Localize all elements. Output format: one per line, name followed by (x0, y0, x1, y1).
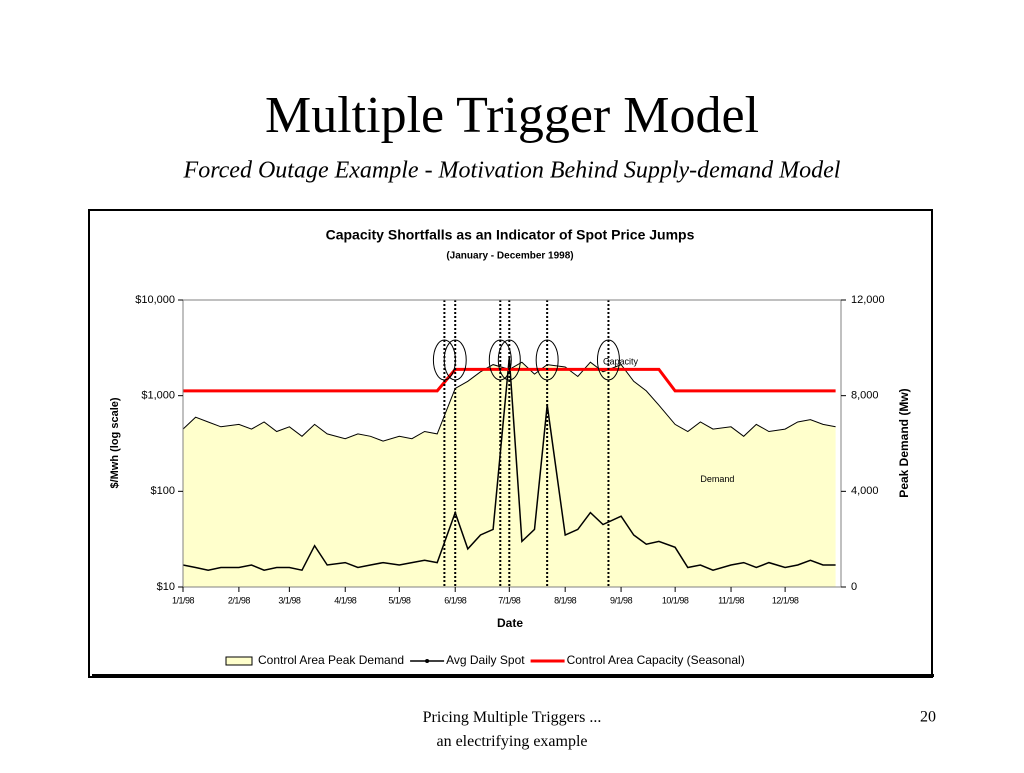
legend-swatch (225, 656, 253, 666)
y2-axis-label: Peak Demand (Mw) (897, 388, 911, 497)
legend-label: Avg Daily Spot (446, 653, 525, 667)
event-circle (488, 339, 512, 381)
footer-line: an electrifying example (436, 733, 587, 750)
chart-title: Capacity Shortfalls as an Indicator of S… (326, 227, 695, 243)
annotation: Demand (700, 474, 734, 484)
y2-tick-label: 0 (851, 581, 857, 593)
x-tick-label: 10/1/98 (662, 595, 689, 605)
slide-subtitle: Forced Outage Example - Motivation Behin… (183, 158, 841, 184)
y2-tick-label: 12,000 (851, 294, 885, 306)
plot: Capacity Demand $10 $100 $1,000 $10,000 0 4,000… (135, 294, 885, 667)
x-tick-label: 9/1/98 (610, 595, 633, 605)
event-circle (443, 339, 467, 381)
x-tick-label: 2/1/98 (228, 595, 251, 605)
event-circle (535, 339, 559, 381)
footer: Pricing Multiple Triggers ... an electrif… (423, 709, 602, 750)
x-tick-label: 1/1/98 (172, 595, 195, 605)
page-number: 20 (920, 709, 936, 726)
y-tick-label: $100 (151, 485, 175, 497)
y-tick-label: $10 (157, 581, 175, 593)
x-axis-label: Date (497, 616, 523, 630)
y2-tick-label: 8,000 (851, 390, 879, 402)
y-tick-label: $10,000 (135, 294, 175, 306)
legend-marker (425, 659, 430, 663)
demand-area (183, 362, 836, 587)
x-tick-label: 8/1/98 (554, 595, 577, 605)
x-tick-label: 11/1/98 (718, 595, 744, 605)
x-tick-label: 6/1/98 (444, 595, 467, 605)
y2-tick-label: 4,000 (851, 485, 879, 497)
x-tick-label: 3/1/98 (278, 595, 301, 605)
y-tick-label: $1,000 (141, 390, 175, 402)
legend-label: Control Area Capacity (Seasonal) (567, 653, 745, 667)
chart-subtitle: (January - December 1998) (446, 251, 573, 262)
x-tick-label: 4/1/98 (334, 595, 357, 605)
annotation: Capacity (603, 357, 639, 367)
event-circle (596, 339, 620, 381)
legend-label: Control Area Peak Demand (258, 653, 404, 667)
x-tick-label: 7/1/98 (498, 595, 521, 605)
footer-line: Pricing Multiple Triggers ... (423, 709, 602, 726)
x-tick-label: 12/1/98 (772, 595, 799, 605)
plot-border (182, 299, 842, 588)
slide-title: Multiple Trigger Model (265, 87, 759, 144)
x-tick-label: 5/1/98 (388, 595, 411, 605)
y-axis-label: $/Mwh (log scale) (109, 397, 121, 488)
frame-shadow (92, 674, 934, 677)
event-circle (497, 339, 521, 381)
